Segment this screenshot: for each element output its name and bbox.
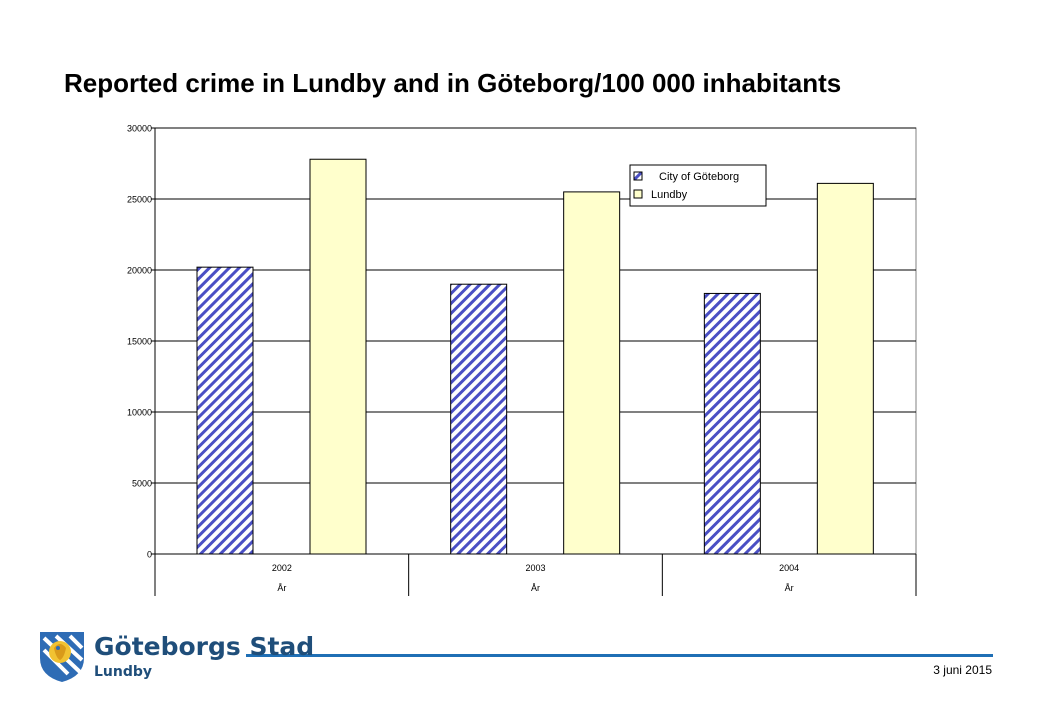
y-tick-label: 30000 — [127, 124, 152, 134]
x-group-label: År — [531, 583, 540, 593]
y-tick-label: 25000 — [127, 195, 152, 205]
bar-lundby-2004 — [816, 182, 874, 555]
bar-lundby-2003 — [563, 191, 621, 555]
logo-subtitle: Lundby — [94, 664, 153, 680]
y-tick-label: 15000 — [127, 337, 152, 347]
chart-title: Reported crime in Lundby and in Göteborg… — [64, 68, 842, 98]
goteborgs-stad-logo: Göteborgs Stad Lundby — [36, 628, 314, 686]
y-tick-label: 20000 — [127, 266, 152, 276]
x-tick-label: 2004 — [779, 563, 799, 573]
y-tick-label: 0 — [147, 550, 152, 560]
bar-chart: 0 5000 10000 15000 20000 25000 30000 2002 År 2003… — [127, 124, 917, 596]
slide-date: 3 juni 2015 — [933, 663, 992, 677]
legend-label: City of Göteborg — [659, 171, 739, 183]
legend-swatch — [633, 171, 643, 181]
x-group-label: År — [785, 583, 794, 593]
footer-divider — [246, 654, 993, 657]
logo-wordmark: Göteborgs Stad — [94, 632, 315, 661]
x-group-label: År — [277, 583, 286, 593]
x-tick-label: 2002 — [272, 563, 292, 573]
y-tick-label: 10000 — [127, 408, 152, 418]
y-tick-label: 5000 — [132, 479, 152, 489]
bar-city-of-goteborg-2002 — [196, 266, 254, 555]
legend-box — [629, 164, 767, 207]
coat-of-arms-emblem — [40, 632, 84, 682]
bar-city-of-goteborg-2003 — [450, 283, 508, 555]
x-tick-label: 2003 — [525, 563, 545, 573]
bar-lundby-2002 — [309, 158, 367, 555]
bar-city-of-goteborg-2004 — [703, 292, 761, 555]
legend-label: Lundby — [651, 189, 688, 201]
legend-swatch — [633, 189, 643, 199]
